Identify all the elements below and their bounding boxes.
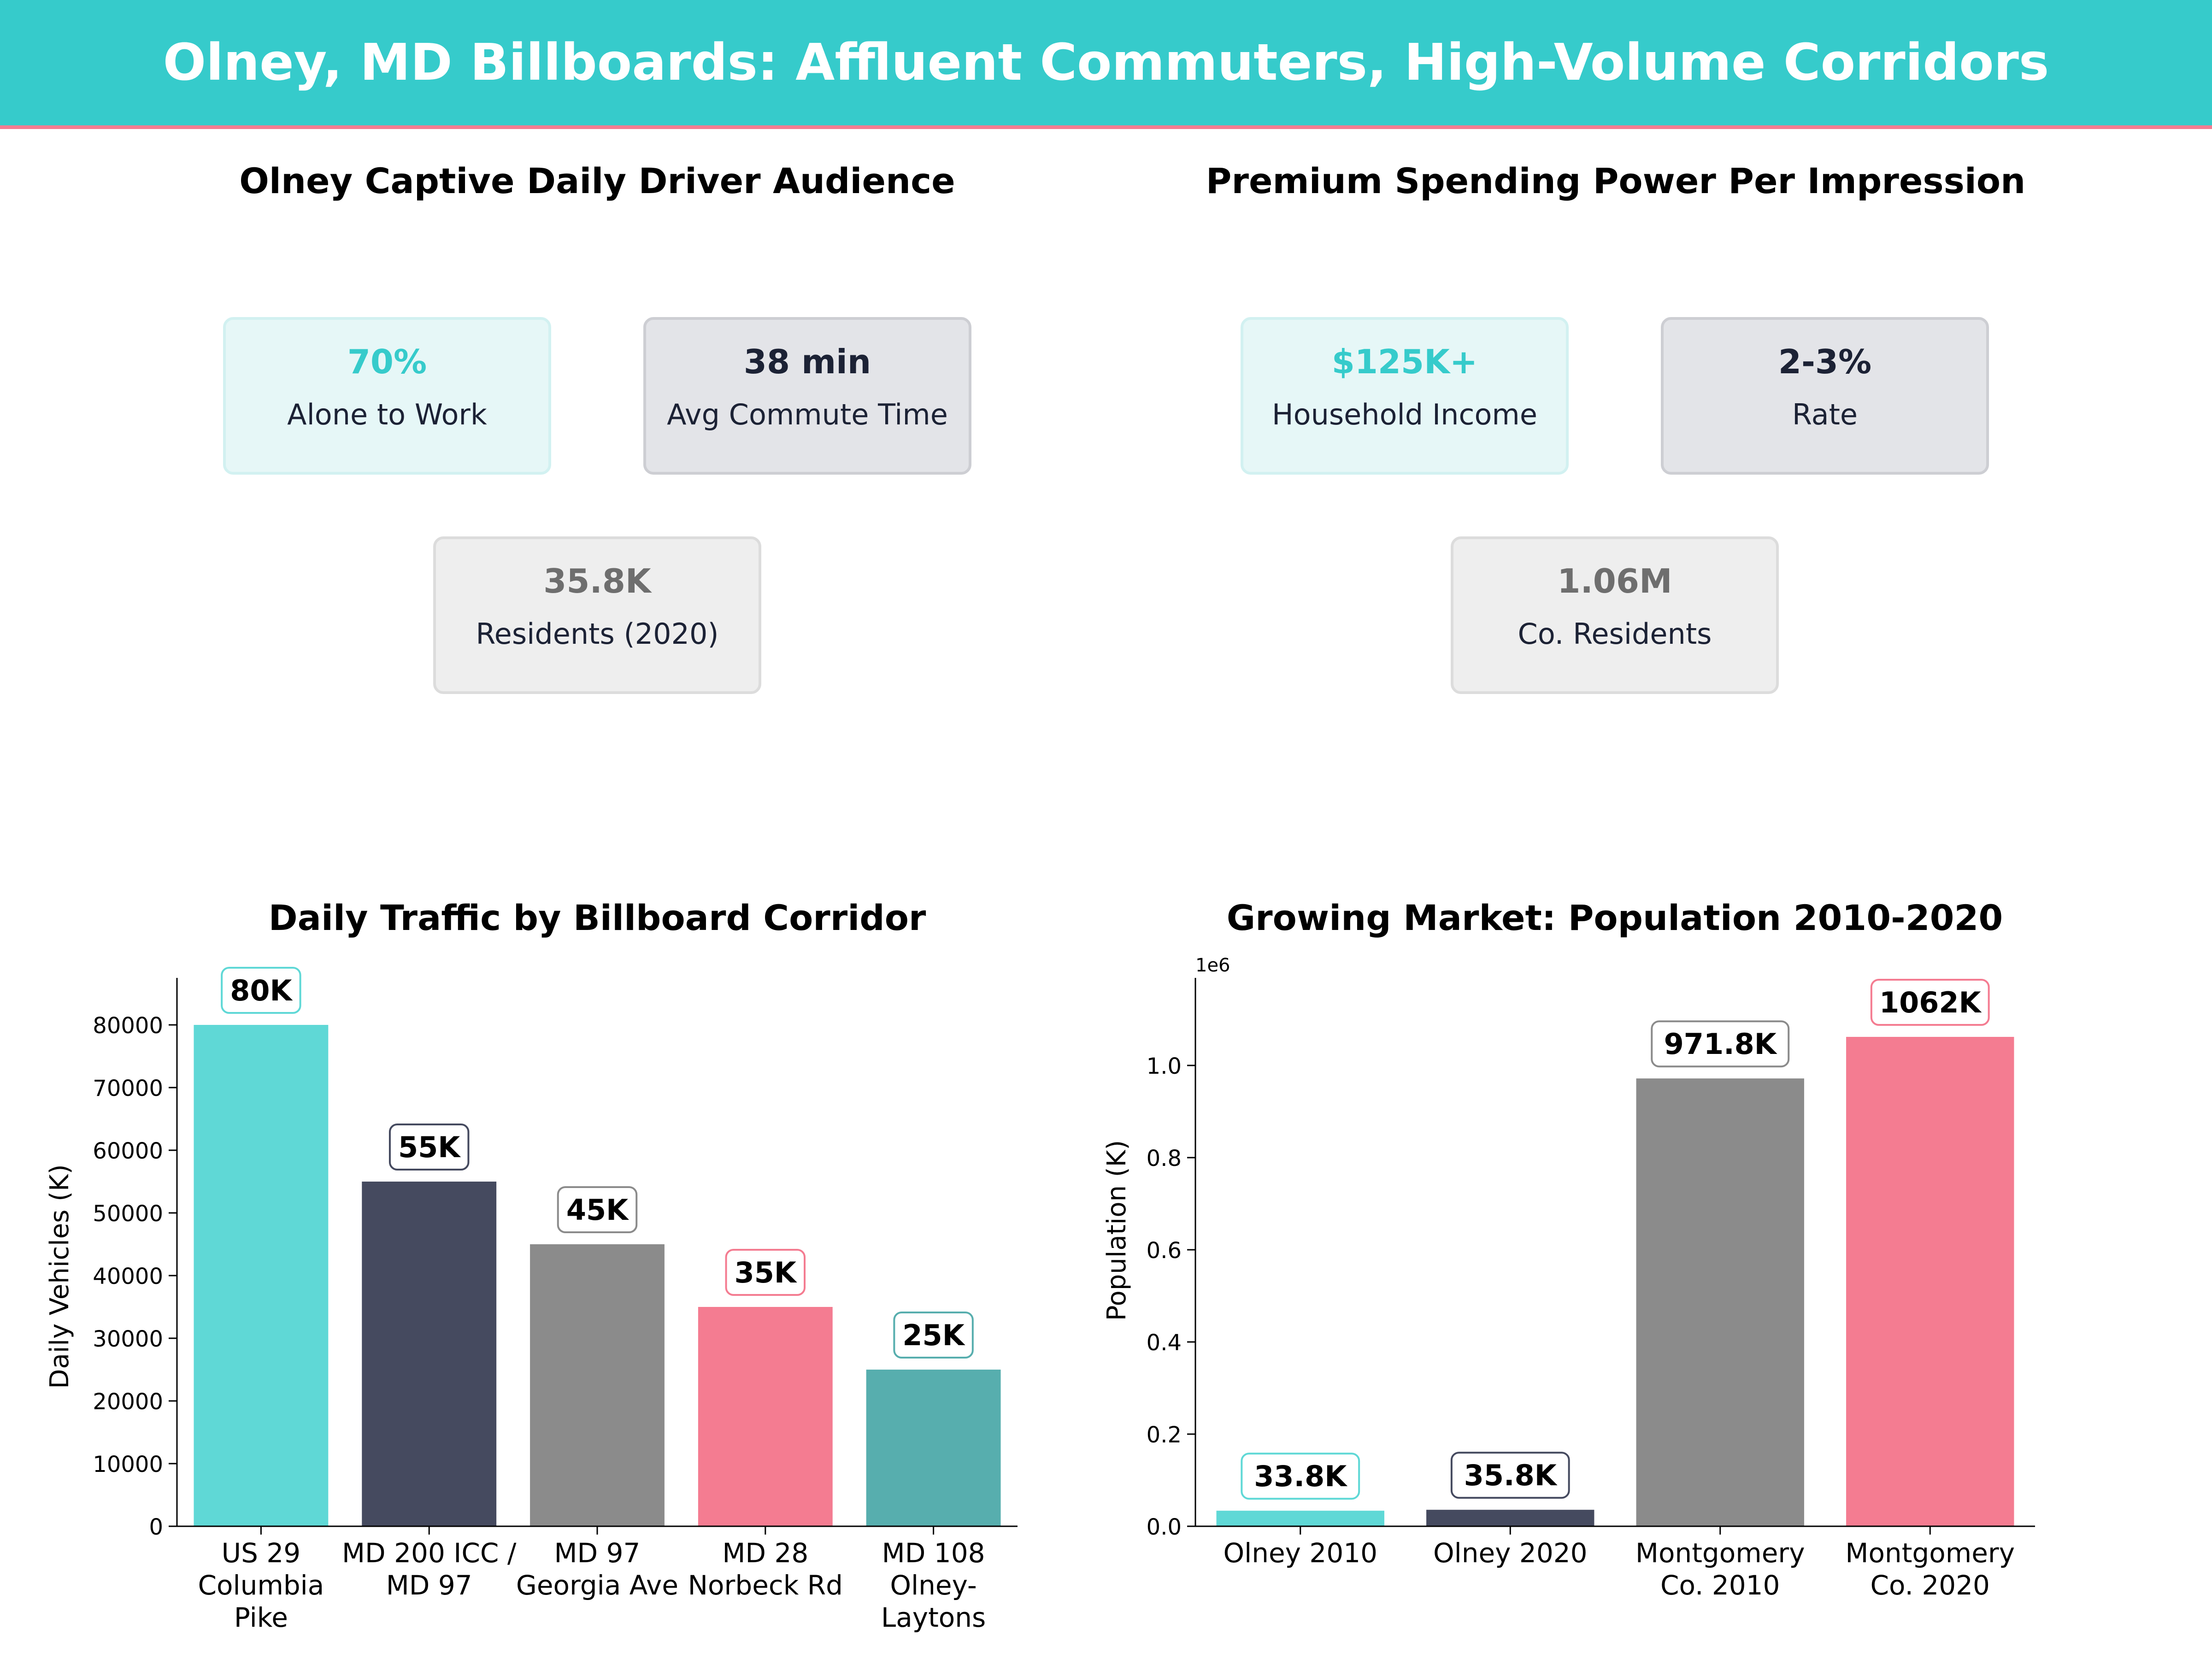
traffic-data-label: 25K [902,1318,965,1352]
traffic-ytick-label: 60000 [93,1138,163,1164]
population-data-label: 971.8K [1664,1027,1777,1061]
population-xtick-label-line: Olney 2020 [1433,1537,1588,1569]
population-ytick-label: 0.4 [1147,1330,1182,1356]
traffic-xtick-label: MD 28 Norbeck Rd [688,1537,843,1601]
population-chart-title: Growing Market: Population 2010-2020 [1227,897,2003,938]
kpi-card-residents: 35.8K Residents (2020) [433,536,761,694]
traffic-ytick-label: 10000 [93,1452,163,1477]
population-xtick-label-line: Co. 2020 [1871,1570,1990,1601]
population-ytick-label: 0.6 [1147,1238,1182,1264]
kpi-card-alone-to-work: 70% Alone to Work [223,317,551,475]
page-title: Olney, MD Billboards: Affluent Commuters… [163,33,2049,92]
traffic-ytick-label: 80000 [93,1013,163,1039]
header-banner: Olney, MD Billboards: Affluent Commuters… [0,0,2212,129]
kpi-card-commute-time: 38 min Avg Commute Time [643,317,971,475]
traffic-bar [866,1370,1001,1526]
kpi-value: 1.06M [1557,562,1672,600]
traffic-xtick-label: US 29 Columbia Pike [198,1537,324,1633]
traffic-ytick-label: 20000 [93,1389,163,1415]
traffic-chart: Daily Traffic by Billboard Corridor Dail… [45,897,1018,1633]
population-bar [1636,1078,1804,1526]
kpi-card-household-income: $125K+ Household Income [1241,317,1569,475]
traffic-data-label: 80K [230,974,293,1007]
traffic-data-label: 55K [398,1130,461,1164]
traffic-data-label-box [221,967,301,1014]
traffic-xtick-label-line: MD 28 [722,1537,808,1569]
traffic-ytick-label: 30000 [93,1326,163,1352]
population-chart-offset-text: 1e6 [1195,955,1230,976]
traffic-xtick-label-line: MD 97 [554,1537,641,1569]
traffic-data-label: 45K [566,1193,629,1227]
traffic-xtick-label-line: Pike [234,1602,288,1633]
kpi-label: Residents (2020) [476,617,719,651]
population-bar [1216,1511,1384,1526]
kpi-value: 2-3% [1778,342,1872,381]
kpi-value: 35.8K [543,562,651,600]
traffic-bar [194,1025,329,1526]
population-data-label-box [1651,1020,1790,1068]
traffic-data-label-box [388,1124,470,1171]
kpi-card-rate: 2-3% Rate [1661,317,1989,475]
traffic-xtick-label-line: Norbeck Rd [688,1570,843,1601]
spending-panel-title: Premium Spending Power Per Impression [1206,160,2026,201]
kpi-value: $125K+ [1331,342,1478,381]
population-ytick-label: 0.2 [1147,1422,1182,1448]
traffic-xtick-label-line: Columbia [198,1570,324,1601]
population-xtick-label: Montgomery Co. 2010 [1635,1537,1805,1601]
traffic-bar [362,1182,497,1526]
kpi-label: Alone to Work [287,398,487,431]
population-xtick-label: Olney 2020 [1433,1537,1588,1569]
population-chart: Growing Market: Population 2010-2020 Pop… [1102,897,2035,1601]
traffic-xtick-label-line: MD 200 ICC / [342,1537,517,1569]
population-xtick-label: Montgomery Co. 2020 [1845,1537,2015,1601]
kpi-label: Avg Commute Time [667,398,948,431]
population-xtick-label-line: Co. 2010 [1660,1570,1780,1601]
population-data-label: 33.8K [1254,1459,1347,1493]
traffic-xtick-label-line: Laytons [881,1602,986,1633]
traffic-ytick-label: 40000 [93,1264,163,1289]
population-xtick-label: Olney 2010 [1223,1537,1377,1569]
population-xtick-label-line: Olney 2010 [1223,1537,1377,1569]
audience-panel-title: Olney Captive Daily Driver Audience [239,160,955,201]
traffic-data-label-box [557,1186,638,1233]
population-bar [1426,1510,1594,1526]
population-chart-ylabel: Population (K) [1102,1140,1132,1321]
population-bar [1846,1037,2014,1526]
traffic-xtick-label-line: US 29 [222,1537,301,1569]
traffic-ytick-label: 50000 [93,1201,163,1227]
population-data-label: 35.8K [1464,1459,1558,1492]
population-ytick-label: 0.0 [1147,1514,1182,1540]
kpi-value: 38 min [743,342,871,381]
kpi-card-county-residents: 1.06M Co. Residents [1451,536,1779,694]
traffic-bar [530,1244,665,1526]
traffic-data-label: 35K [735,1256,797,1289]
traffic-xtick-label: MD 200 ICC / MD 97 [342,1537,517,1601]
kpi-label: Co. Residents [1518,617,1712,651]
traffic-data-label-box [893,1312,974,1359]
traffic-chart-ylabel: Daily Vehicles (K) [45,1164,75,1388]
traffic-ytick-label: 0 [149,1514,163,1540]
population-data-label-box [1241,1453,1360,1500]
traffic-data-label-box [725,1249,806,1296]
kpi-label: Rate [1792,398,1858,431]
population-data-label-box [1450,1452,1570,1499]
traffic-xtick-label-line: MD 108 [882,1537,985,1569]
kpi-value: 70% [347,342,427,381]
population-ytick-label: 1.0 [1147,1053,1182,1079]
kpi-label: Household Income [1272,398,1537,431]
population-xtick-label-line: Montgomery [1635,1537,1805,1569]
traffic-xtick-label: MD 97 Georgia Ave [516,1537,678,1601]
traffic-xtick-label-line: Georgia Ave [516,1570,678,1601]
population-xtick-label-line: Montgomery [1845,1537,2015,1569]
traffic-xtick-label-line: Olney- [890,1570,977,1601]
population-data-label-box [1870,979,1990,1026]
population-data-label: 1062K [1879,986,1982,1019]
traffic-xtick-label: MD 108 Olney-Laytons [881,1537,986,1633]
traffic-xtick-label-line: MD 97 [386,1570,472,1601]
traffic-chart-title: Daily Traffic by Billboard Corridor [269,897,926,938]
traffic-ytick-label: 70000 [93,1076,163,1101]
population-ytick-label: 0.8 [1147,1146,1182,1171]
traffic-bar [698,1307,833,1526]
